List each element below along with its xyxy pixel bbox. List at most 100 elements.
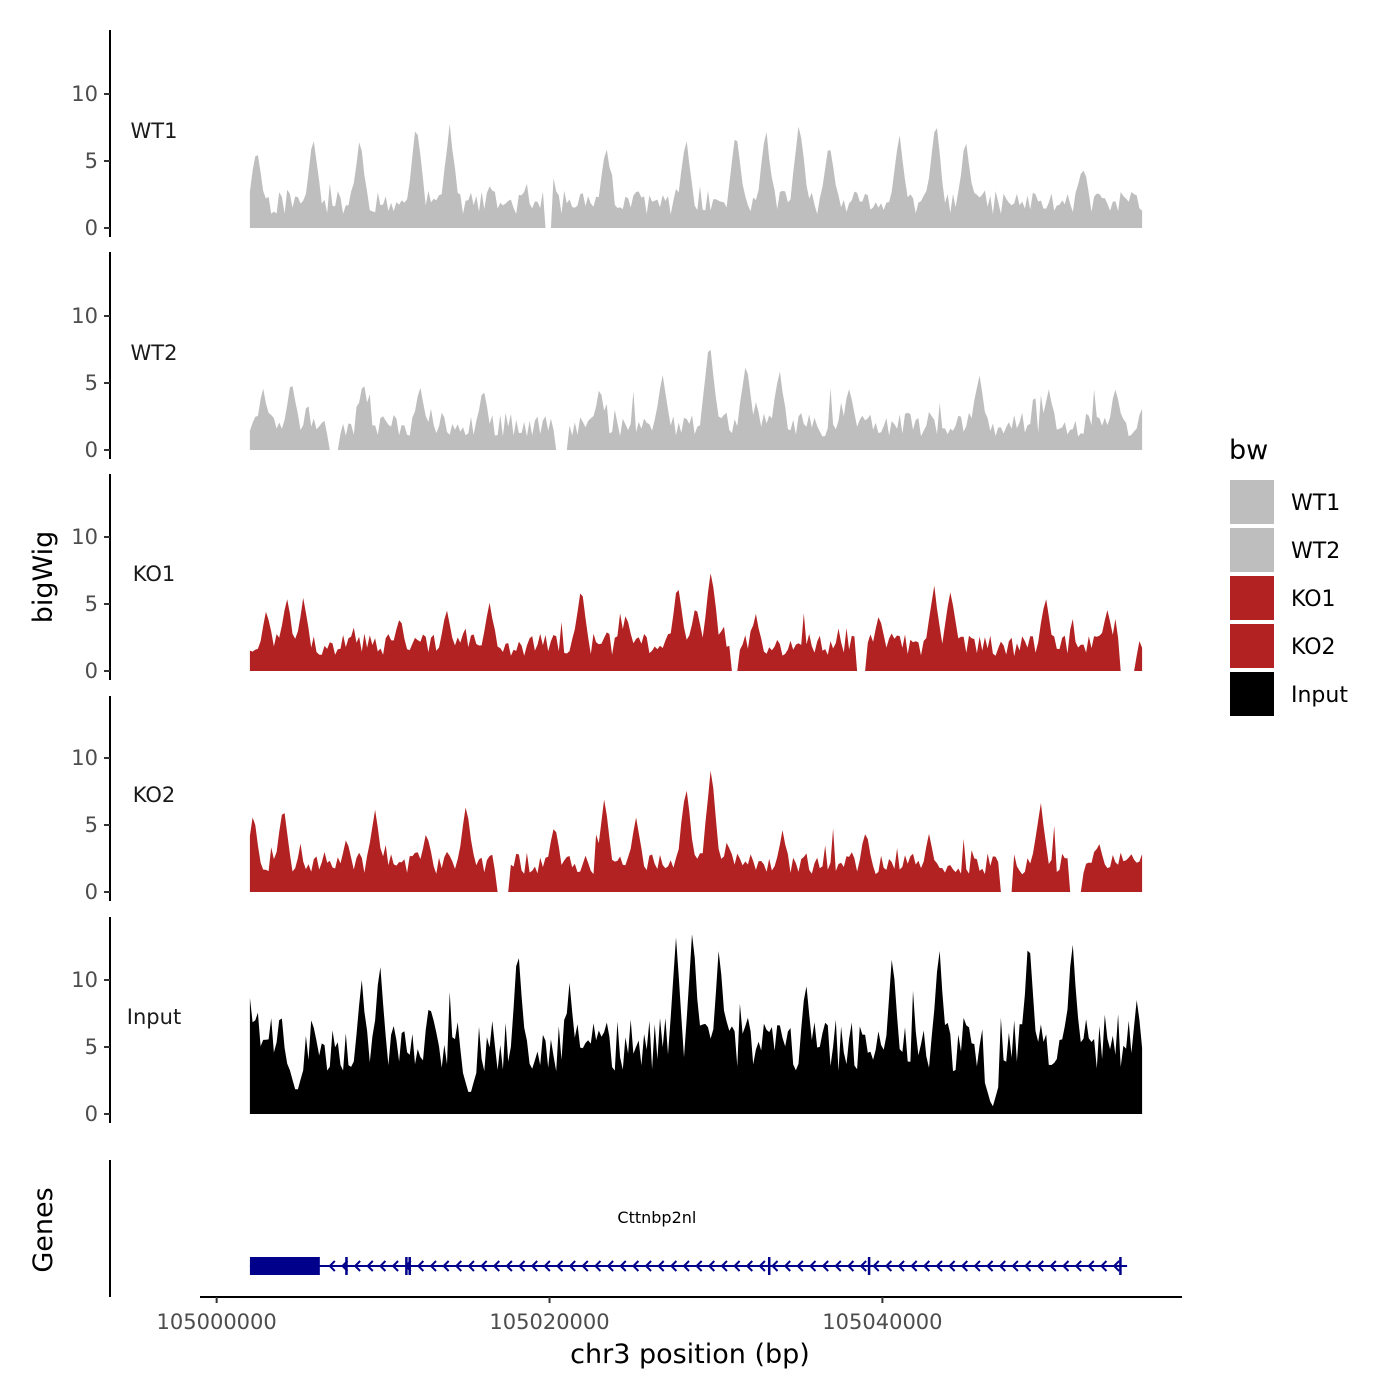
gene-strand-arrow-44 — [884, 1260, 893, 1272]
gene-strand-arrow-19 — [568, 1260, 576, 1272]
track-ko2: 0 5 10 KO2 — [71, 696, 1143, 904]
gene-strand-arrow-31 — [720, 1260, 728, 1272]
gene-strand-arrow-7 — [416, 1260, 425, 1272]
signal-area-wt2 — [249, 349, 1143, 450]
gene-strand-arrow-37 — [796, 1260, 804, 1272]
gene-strand-arrow-45 — [897, 1260, 905, 1272]
gene-strand-arrow-13 — [492, 1260, 500, 1272]
gene-strand-arrow-33 — [745, 1260, 753, 1272]
gene-strand-arrow-24 — [631, 1260, 640, 1272]
gene-strand-arrow-53 — [998, 1260, 1006, 1272]
gene-strand-arrow-41 — [847, 1260, 855, 1272]
y-tick-label-wt2-5: 5 — [85, 371, 98, 395]
gene-strand-arrow-16 — [530, 1260, 538, 1272]
gene-strand-arrow-0 — [328, 1260, 336, 1272]
gene-strand-arrow-51 — [973, 1260, 981, 1272]
gene-strand-arrow-54 — [1011, 1260, 1019, 1272]
y-tick-label-input-10: 10 — [71, 968, 98, 992]
y-tick-label-wt1-0: 0 — [85, 216, 98, 240]
legend-label-ko1: KO1 — [1291, 587, 1336, 612]
gene-cttnbp2nl: Cttnbp2nl — [249, 1208, 1128, 1275]
gene-strand-arrow-52 — [986, 1260, 994, 1272]
legend-key-wt2 — [1230, 528, 1274, 572]
gene-strand-arrow-20 — [581, 1260, 589, 1272]
y-axis-title-genes: Genes — [28, 1187, 59, 1272]
genes-track: Cttnbp2nl — [109, 1160, 1128, 1297]
gene-strand-arrow-48 — [935, 1260, 943, 1272]
x-tick-label-0: 105000000 — [157, 1310, 277, 1334]
legend-label-wt1: WT1 — [1291, 491, 1340, 516]
gene-strand-arrow-59 — [1074, 1260, 1082, 1272]
gene-strand-arrow-5 — [391, 1260, 399, 1272]
gene-strand-arrow-2 — [353, 1260, 361, 1272]
gene-strand-arrow-25 — [644, 1260, 652, 1272]
y-axis-title-bigwig: bigWig — [28, 531, 59, 624]
gene-strand-arrow-27 — [669, 1260, 678, 1272]
gene-strand-arrow-22 — [606, 1260, 614, 1272]
gene-strand-arrow-47 — [922, 1260, 931, 1272]
gene-strand-arrow-39 — [821, 1260, 829, 1272]
gene-strand-arrow-38 — [809, 1260, 817, 1272]
gene-strand-arrow-3 — [366, 1260, 374, 1272]
signal-area-input — [249, 934, 1143, 1114]
y-tick-label-ko2-5: 5 — [85, 813, 98, 837]
gene-strand-arrow-28 — [682, 1260, 690, 1272]
gene-strand-arrow-4 — [379, 1260, 387, 1272]
gene-strand-arrow-57 — [1049, 1260, 1057, 1272]
signal-area-ko2 — [249, 770, 1143, 892]
legend-label-wt2: WT2 — [1291, 539, 1340, 564]
gene-strand-arrow-1 — [341, 1260, 349, 1272]
y-tick-label-ko2-10: 10 — [71, 746, 98, 770]
legend-label-input: Input — [1291, 683, 1348, 708]
gene-strand-arrow-12 — [480, 1260, 488, 1272]
gene-strand-arrow-49 — [948, 1260, 956, 1272]
track-label-ko1: KO1 — [133, 562, 176, 586]
x-axis-title: chr3 position (bp) — [570, 1339, 810, 1370]
x-tick-label-1: 105020000 — [489, 1310, 609, 1334]
legend-key-input — [1230, 672, 1274, 716]
y-tick-label-wt1-5: 5 — [85, 149, 98, 173]
y-tick-label-input-0: 0 — [85, 1102, 98, 1126]
y-tick-label-input-5: 5 — [85, 1035, 98, 1059]
gene-strand-arrow-46 — [910, 1260, 918, 1272]
y-tick-label-ko2-0: 0 — [85, 880, 98, 904]
tracks-layer: 0 5 10 WT1 0 5 10 WT2 0 5 10 KO1 0 5 10 KO2 0 5 10 Input — [71, 30, 1143, 1126]
gene-strand-arrow-43 — [872, 1260, 880, 1272]
gene-strand-arrow-61 — [1100, 1260, 1108, 1272]
signal-area-wt1 — [249, 123, 1143, 228]
legend-key-ko1 — [1230, 576, 1274, 620]
gene-label: Cttnbp2nl — [617, 1208, 696, 1227]
y-tick-label-wt1-10: 10 — [71, 82, 98, 106]
gene-strand-arrow-36 — [783, 1260, 791, 1272]
legend-key-wt1 — [1230, 480, 1274, 524]
gene-strand-arrow-50 — [960, 1260, 969, 1272]
gene-strand-arrow-55 — [1024, 1260, 1032, 1272]
gene-strand-arrow-9 — [442, 1260, 450, 1272]
gene-strand-arrow-26 — [657, 1260, 665, 1272]
x-tick-label-2: 105040000 — [822, 1310, 942, 1334]
legend-label-ko2: KO2 — [1291, 635, 1336, 660]
track-label-ko2: KO2 — [133, 783, 176, 807]
gene-strand-arrow-18 — [556, 1260, 564, 1272]
gene-strand-arrow-40 — [834, 1260, 842, 1272]
y-tick-label-wt2-0: 0 — [85, 438, 98, 462]
x-axis: 105000000 105020000 105040000 — [157, 1296, 1182, 1334]
gene-strand-arrow-58 — [1062, 1260, 1070, 1272]
track-wt2: 0 5 10 WT2 — [71, 252, 1143, 462]
gene-strand-arrow-23 — [619, 1260, 627, 1272]
gene-strand-arrow-14 — [505, 1260, 513, 1272]
gene-strand-arrow-62 — [1112, 1260, 1120, 1272]
track-label-input: Input — [127, 1005, 181, 1029]
gene-strand-arrow-10 — [454, 1260, 463, 1272]
gene-strand-arrow-11 — [467, 1260, 475, 1272]
signal-area-ko1 — [249, 573, 1143, 671]
gene-strand-arrow-42 — [859, 1260, 867, 1272]
track-label-wt2: WT2 — [131, 341, 178, 365]
gene-exon-block — [249, 1257, 320, 1275]
gene-strand-arrow-6 — [404, 1260, 412, 1272]
gene-strand-arrow-60 — [1087, 1260, 1095, 1272]
gene-strand-arrow-15 — [518, 1260, 526, 1272]
legend-key-ko2 — [1230, 624, 1274, 668]
